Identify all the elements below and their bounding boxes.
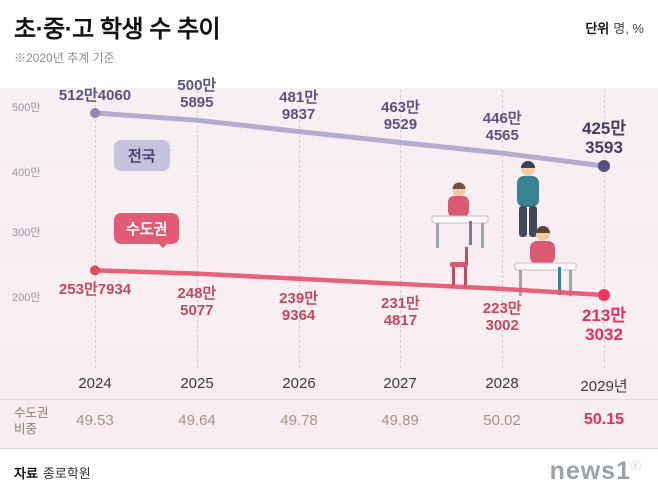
series-label-national: 전국 <box>114 140 170 171</box>
x-axis-label: 2024 <box>78 375 112 392</box>
gridline <box>604 90 605 368</box>
table-cell: 49.78 <box>280 412 318 429</box>
gridline <box>502 90 504 368</box>
y-axis-tick: 500만 <box>12 102 41 114</box>
table-row-label: 수도권 비중 <box>14 405 49 437</box>
chair-icon <box>450 247 468 287</box>
gridline <box>95 90 96 368</box>
gridline <box>400 90 402 368</box>
copyright-mark: ⓒ <box>631 461 642 473</box>
x-axis-label: 2025 <box>180 375 214 392</box>
series-label-metro: 수도권 <box>114 213 180 248</box>
gridline <box>196 90 198 368</box>
x-axis-label: 2028 <box>485 375 519 392</box>
source-credit: 자료 종로학원 <box>14 463 91 482</box>
y-axis-tick: 400만 <box>12 167 41 179</box>
unit-value: 명, % <box>613 21 644 36</box>
x-axis-label: 2026 <box>282 375 316 392</box>
y-axis-tick: 200만 <box>12 292 41 304</box>
source-value: 종로학원 <box>42 466 91 481</box>
table-row-label-line: 비중 <box>14 422 38 436</box>
x-axis-label: 2029년 <box>580 378 628 395</box>
students-illustration <box>431 161 577 296</box>
basis-note: ※2020년 추계 기준 <box>14 51 115 65</box>
table-cell: 49.53 <box>76 412 114 429</box>
gridline <box>298 90 300 368</box>
table-cell: 50.02 <box>483 412 521 429</box>
table-row-label-line: 수도권 <box>14 406 49 420</box>
student-seated-left <box>431 182 489 248</box>
footer: 자료 종로학원 news1ⓒ <box>0 448 658 497</box>
source-label: 자료 <box>14 466 38 481</box>
unit-label: 단위 <box>585 21 610 36</box>
table-cell: 49.64 <box>178 412 216 429</box>
student-standing <box>517 161 539 237</box>
table-divider <box>0 399 658 400</box>
unit-note: 단위 명, % <box>585 18 644 37</box>
news1-logo-text: news1 <box>549 457 631 485</box>
table-cell-highlight: 50.15 <box>583 411 625 428</box>
table-cell: 49.89 <box>381 412 419 429</box>
y-axis-tick: 300만 <box>12 227 41 239</box>
page-title: 초·중·고 학생 수 추이 <box>14 16 221 43</box>
news1-logo: news1ⓒ <box>550 457 642 486</box>
x-axis-label: 2027 <box>383 375 417 392</box>
